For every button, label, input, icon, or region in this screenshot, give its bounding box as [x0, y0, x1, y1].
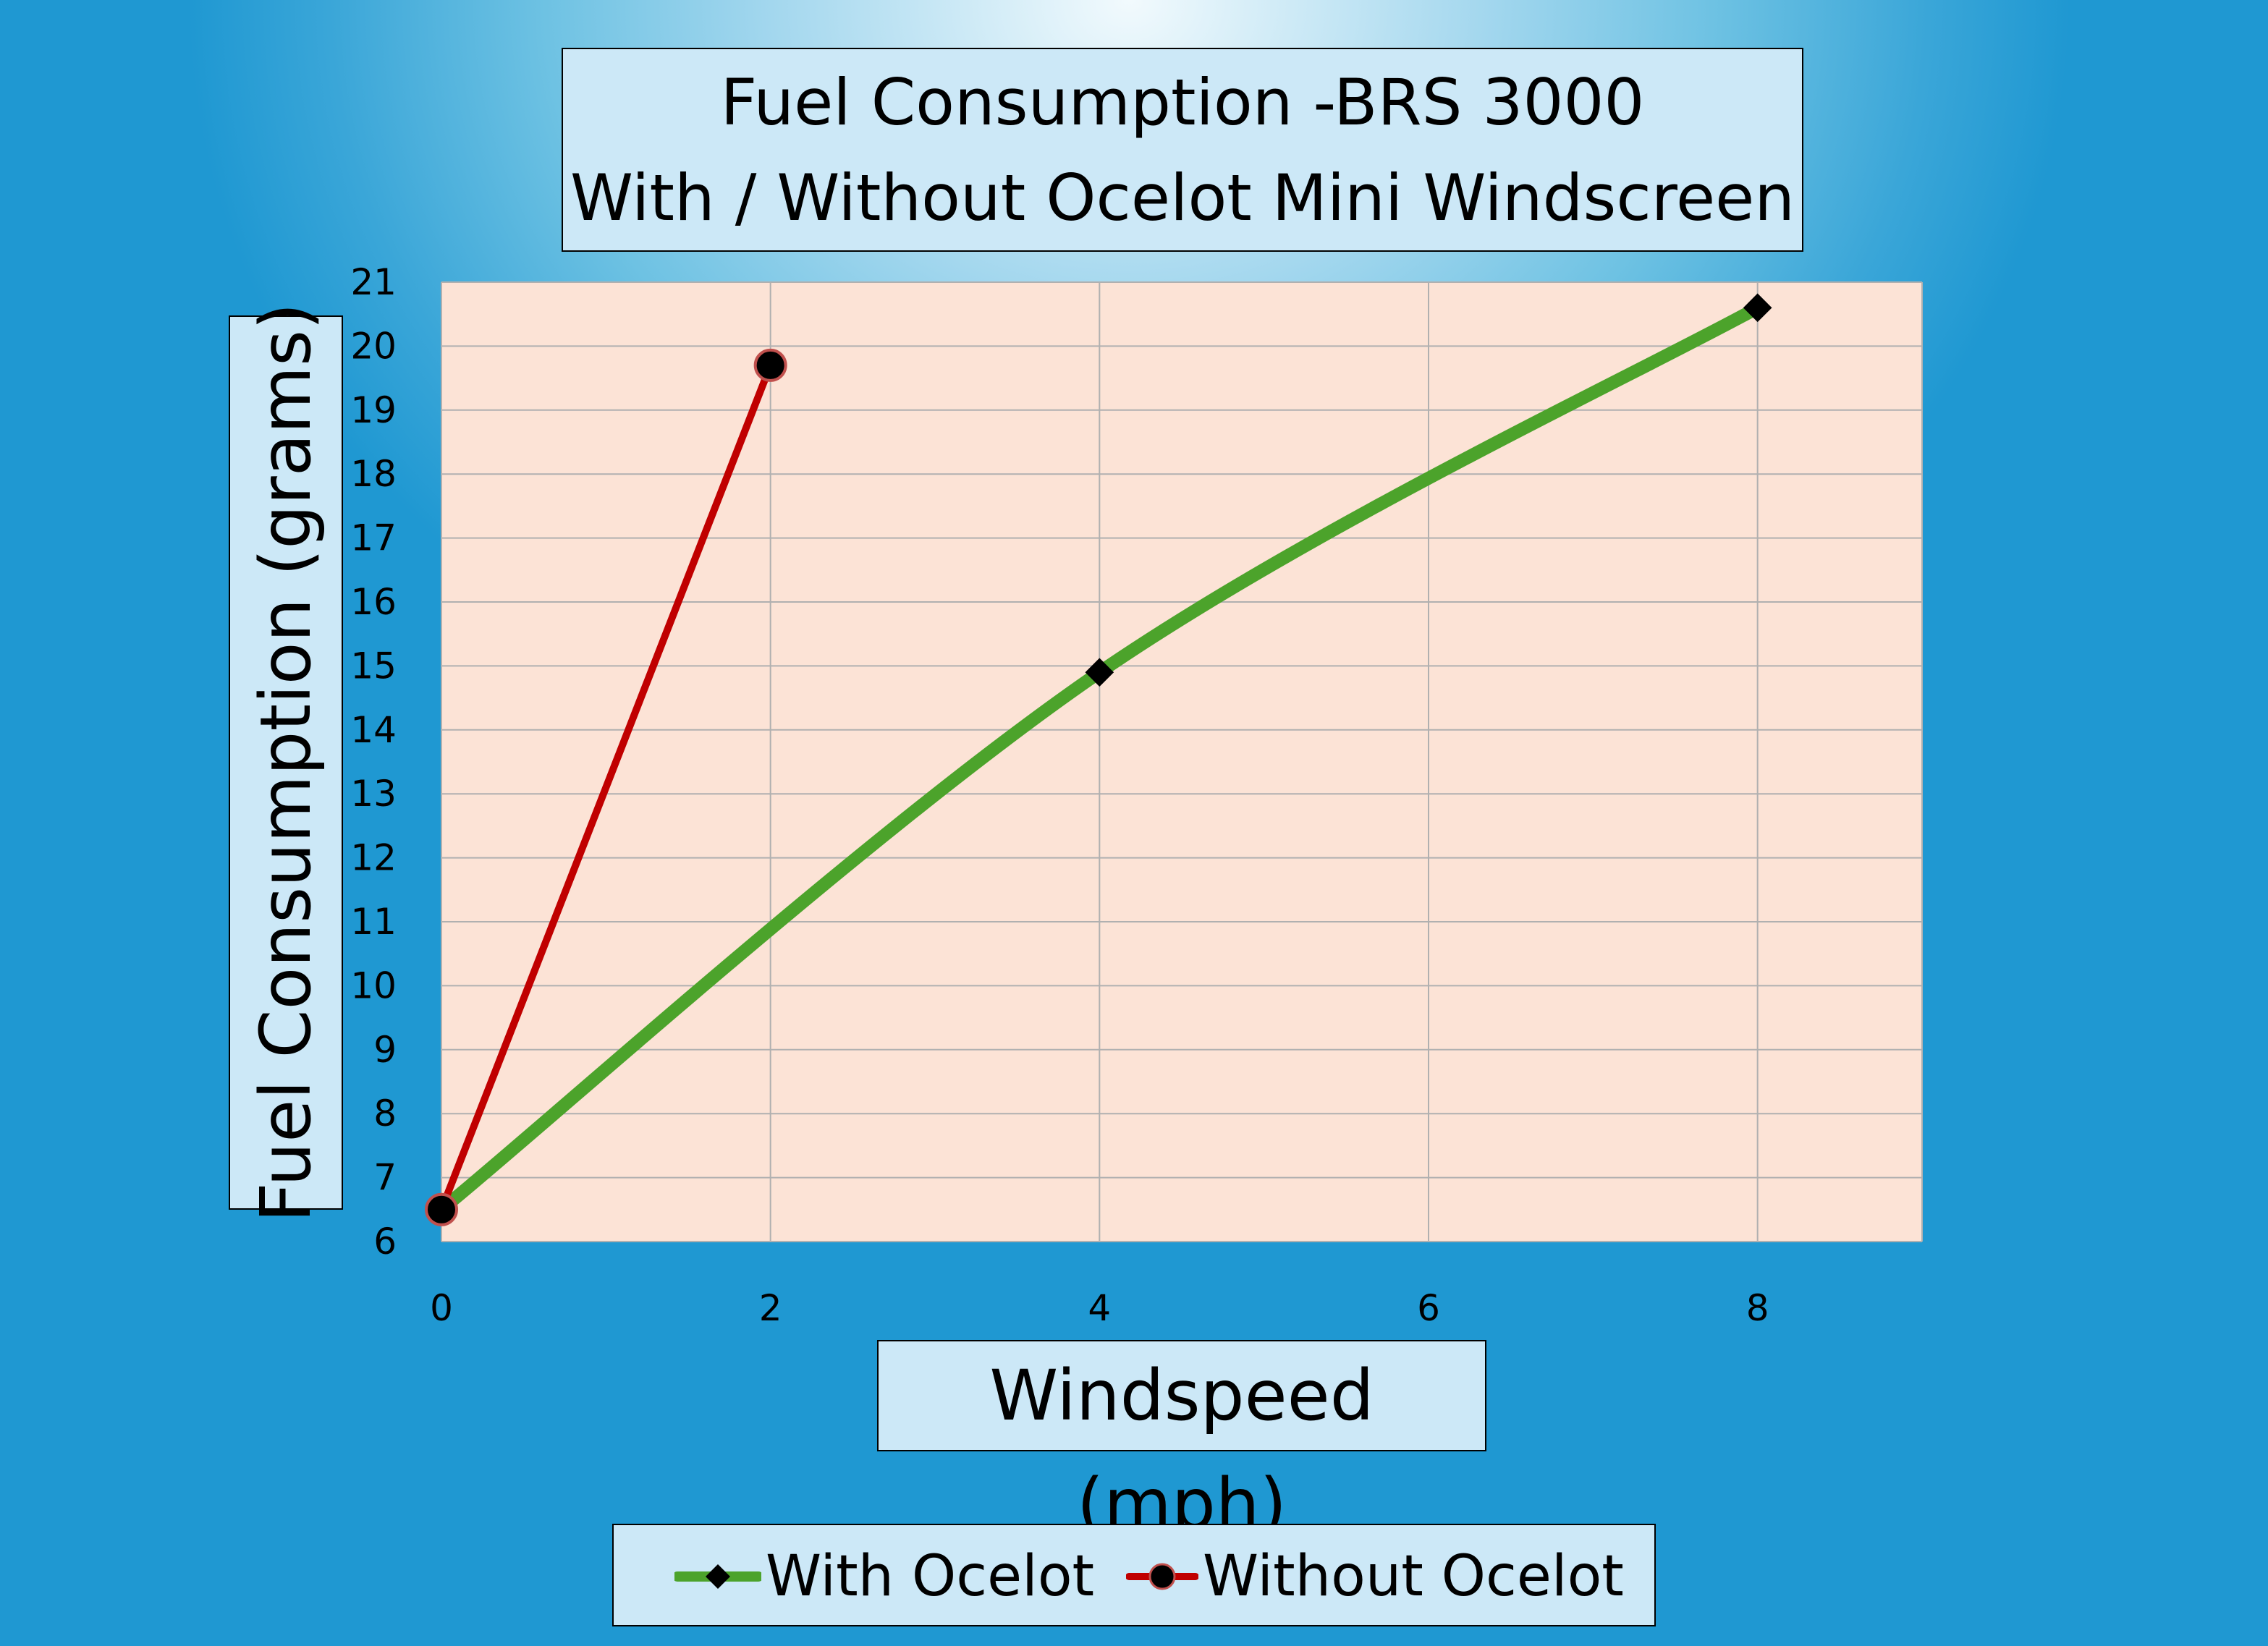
x-tick-label: 6 — [1417, 1287, 1440, 1329]
y-tick-label: 19 — [350, 389, 397, 431]
chart-title-line-1: Fuel Consumption -BRS 3000 — [720, 65, 1645, 140]
plot-area — [441, 282, 1922, 1242]
chart-title-line-2: With / Without Ocelot Mini Windscreen — [570, 161, 1795, 235]
data-point-with-ocelot — [1743, 293, 1772, 323]
legend: With Ocelot Without Ocelot — [612, 1524, 1656, 1626]
legend-label-without-ocelot: Without Ocelot — [1203, 1544, 1624, 1609]
x-tick-label: 2 — [759, 1287, 782, 1329]
series-layer — [425, 293, 1772, 1226]
legend-swatch-with-ocelot — [674, 1564, 761, 1589]
y-tick-label: 21 — [350, 261, 397, 303]
y-tick-label: 18 — [350, 453, 397, 495]
y-tick-label: 7 — [373, 1157, 397, 1199]
y-tick-label: 11 — [350, 901, 397, 943]
legend-label-with-ocelot: With Ocelot — [766, 1544, 1095, 1609]
legend-circle-marker-icon — [1148, 1563, 1176, 1590]
x-tick-label: 4 — [1088, 1287, 1111, 1329]
grid-lines — [441, 281, 1923, 1242]
x-axis-ticks: 0 2 4 6 8 — [430, 1287, 1769, 1329]
y-tick-label: 6 — [373, 1221, 397, 1263]
legend-item-with-ocelot: With Ocelot — [674, 1525, 1094, 1628]
data-point-with-ocelot — [1085, 658, 1114, 687]
data-point-without-ocelot — [753, 348, 787, 382]
y-axis-label-box: Fuel Consumption (grams) — [229, 302, 343, 1223]
y-tick-label: 13 — [350, 773, 397, 815]
y-tick-label: 17 — [350, 517, 397, 559]
y-tick-label: 9 — [373, 1029, 397, 1071]
series-line-without-ocelot — [438, 361, 774, 1213]
y-tick-label: 20 — [350, 325, 397, 367]
x-tick-label: 0 — [430, 1287, 453, 1329]
data-point-without-ocelot — [425, 1192, 458, 1226]
y-tick-label: 10 — [350, 964, 397, 1006]
x-axis-label-box: Windspeed (mph) — [877, 1340, 1486, 1545]
legend-item-without-ocelot: Without Ocelot — [1126, 1525, 1624, 1628]
x-tick-label: 8 — [1746, 1287, 1769, 1329]
y-tick-label: 12 — [350, 837, 397, 879]
legend-swatch-without-ocelot — [1126, 1563, 1198, 1590]
y-axis-ticks: 6 7 8 9 10 11 12 13 14 15 16 17 18 19 20 21 — [350, 261, 397, 1263]
legend-diamond-marker-icon — [706, 1564, 730, 1589]
y-tick-label: 14 — [350, 709, 397, 751]
y-tick-label: 15 — [350, 645, 397, 687]
chart-title-box: Fuel Consumption -BRS 3000 With / Withou… — [562, 48, 1803, 252]
y-tick-label: 16 — [350, 581, 397, 623]
y-tick-label: 8 — [373, 1093, 397, 1134]
